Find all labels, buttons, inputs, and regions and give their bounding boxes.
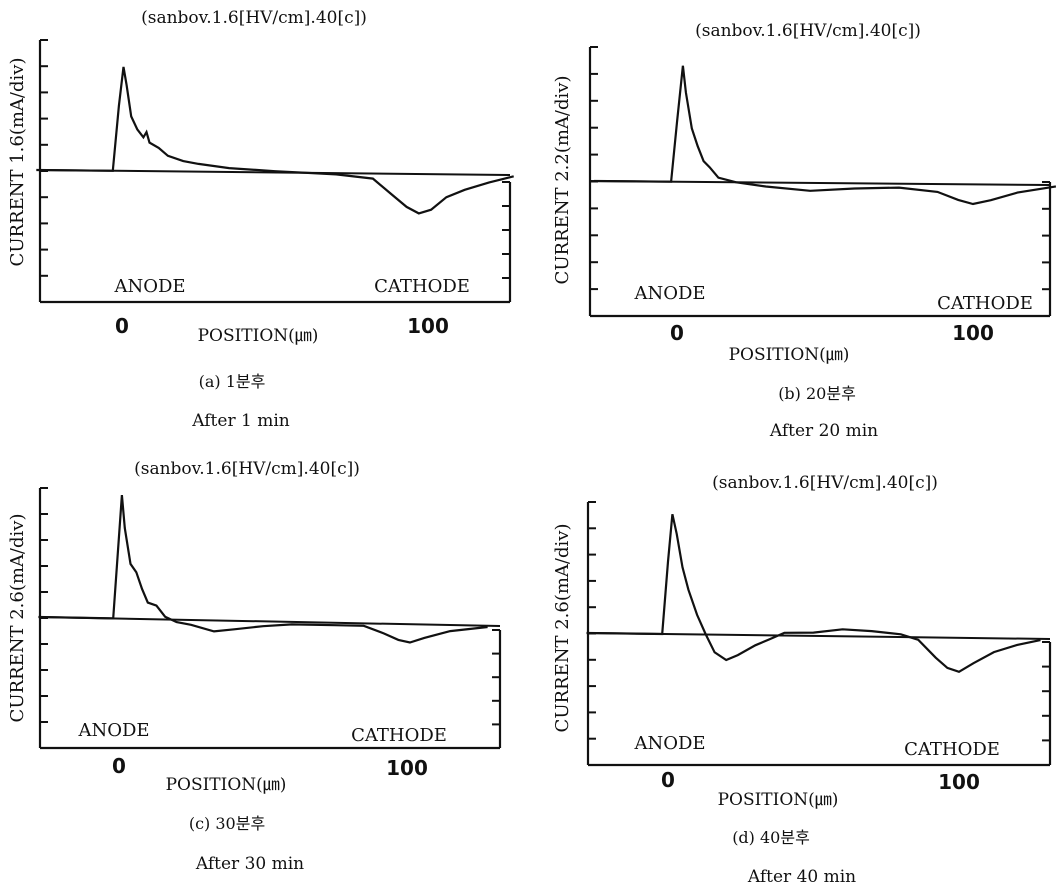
cathode-label: CATHODE	[374, 276, 470, 297]
x-axis-label: POSITION(㎛)	[166, 775, 287, 795]
cathode-label: CATHODE	[351, 725, 447, 746]
x-axis-label: POSITION(㎛)	[198, 326, 319, 346]
panel-c: (sanbov.1.6[HV/cm].40[c]) CURRENT 2.6(mA…	[7, 459, 502, 874]
chart-title: (sanbov.1.6[HV/cm].40[c])	[712, 473, 938, 493]
caption-korean: (d) 40분후	[732, 828, 810, 847]
current-trace	[586, 513, 1041, 674]
x-tick-label-100: 100	[952, 321, 994, 345]
right-axis	[1042, 181, 1052, 317]
current-trace	[38, 495, 488, 644]
panel-b: (sanbov.1.6[HV/cm].40[c]) CURRENT 2.2(mA…	[552, 21, 1057, 441]
current-trace	[594, 65, 1057, 206]
chart-title: (sanbov.1.6[HV/cm].40[c])	[134, 459, 360, 479]
caption-english: After 40 min	[747, 867, 856, 887]
caption-english: After 20 min	[769, 421, 878, 441]
caption-english: After 1 min	[191, 411, 289, 431]
y-axis-label: CURRENT 2.2(mA/div)	[552, 76, 573, 285]
cathode-label: CATHODE	[937, 293, 1033, 314]
caption-korean: (c) 30분후	[189, 814, 265, 833]
anode-label: ANODE	[113, 276, 185, 297]
zero-baseline	[39, 169, 511, 176]
x-tick-label-0: 0	[112, 754, 126, 778]
caption-english: After 30 min	[195, 854, 304, 874]
cathode-label: CATHODE	[904, 739, 1000, 760]
x-tick-label-0: 0	[670, 321, 684, 345]
y-axis-label: CURRENT 2.6(mA/div)	[7, 514, 28, 723]
y-axis-label: CURRENT 1.6(mA/div)	[7, 58, 28, 267]
x-axis-label: POSITION(㎛)	[718, 790, 839, 810]
x-tick-label-100: 100	[938, 770, 980, 794]
chart-title: (sanbov.1.6[HV/cm].40[c])	[141, 8, 367, 28]
x-tick-label-0: 0	[115, 314, 129, 338]
x-tick-label-100: 100	[407, 314, 449, 338]
x-tick-label-0: 0	[661, 768, 675, 792]
x-tick-label-100: 100	[386, 756, 428, 780]
anode-label: ANODE	[77, 720, 149, 741]
x-axis-label: POSITION(㎛)	[729, 345, 850, 365]
caption-korean: (a) 1분후	[199, 372, 266, 391]
right-axis	[502, 181, 512, 303]
zero-baseline	[39, 616, 501, 627]
caption-korean: (b) 20분후	[778, 384, 856, 403]
right-axis	[1042, 641, 1052, 766]
zero-baseline	[587, 632, 1051, 640]
chart-title: (sanbov.1.6[HV/cm].40[c])	[695, 21, 921, 41]
anode-label: ANODE	[633, 733, 705, 754]
current-trace	[36, 66, 514, 215]
anode-label: ANODE	[633, 283, 705, 304]
panel-d: (sanbov.1.6[HV/cm].40[c]) CURRENT 2.6(mA…	[552, 473, 1052, 887]
right-axis	[492, 629, 502, 749]
y-axis-label: CURRENT 2.6(mA/div)	[552, 524, 573, 733]
panel-a: (sanbov.1.6[HV/cm].40[c]) CURRENT 1.6(mA…	[7, 8, 514, 431]
